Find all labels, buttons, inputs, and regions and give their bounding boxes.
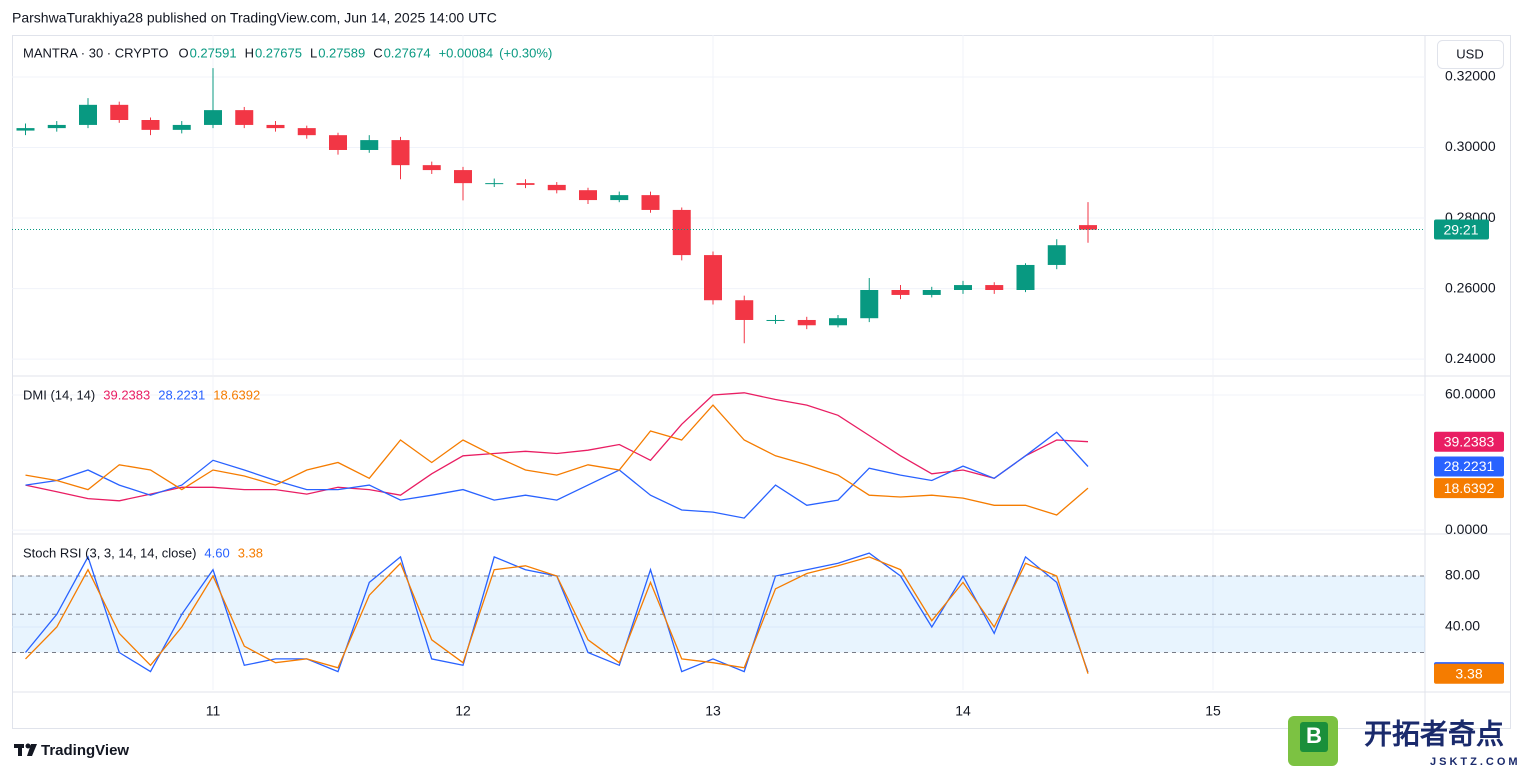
countdown: 29:21 [1443,221,1478,237]
candle-body [172,124,191,130]
indicator-title: DMI (14, 14) [23,387,95,402]
ohlc-value: 0.27591 [190,45,237,60]
value-box-label: 28.2231 [1444,458,1495,474]
value-box [1434,431,1504,452]
candle-body [422,165,441,171]
ohlc-value: 0.27675 [255,45,302,60]
tradingview-logo [14,743,37,756]
candle-body [860,290,879,319]
candle-body [891,290,910,295]
candle-body [1079,225,1097,230]
currency[interactable]: USD [1456,46,1483,61]
x-tick-label: 11 [206,703,221,719]
change-pct: (+0.30%) [499,45,552,60]
change: +0.00084 [439,45,494,60]
candle-body [47,124,66,129]
value-box [1434,478,1504,499]
candle-body [922,290,941,295]
candle-body [204,110,222,125]
value-box-label: 18.6392 [1444,480,1495,496]
currency-button[interactable] [1437,40,1504,69]
ohlc-label: L [310,45,317,60]
candle-body [704,255,722,301]
y-tick-label: 60.0000 [1445,386,1496,402]
candle-body [954,285,972,290]
indicator-line [25,392,1089,502]
symbol: MANTRA · 30 · CRYPTO [23,45,168,60]
candle-body [516,183,535,185]
candle-body [485,183,504,185]
candle-body [547,184,566,191]
y-tick-label: 40.00 [1445,618,1480,634]
ohlc-value: 0.27589 [318,45,365,60]
candle-body [579,190,597,201]
candle-body [641,195,660,210]
chart-frame [12,35,1511,729]
logo-shape [25,743,31,749]
x-tick-label: 15 [1205,703,1221,719]
candle-body [391,140,410,166]
candle-body [1047,245,1066,265]
watermark-title: 开拓者奇点 [1364,718,1504,749]
value-box-label: 3.38 [1455,665,1482,681]
ohlc-value: 0.27674 [384,45,431,60]
candle-body [1016,264,1035,290]
candle-body [266,124,285,129]
watermark-icon-letter: B [1306,723,1322,748]
candle-body [297,128,316,136]
legend-value: 28.2231 [158,387,205,402]
legend-value: 18.6392 [213,387,260,402]
legend-value: 39.2383 [103,387,150,402]
indicator-line [25,404,1089,516]
legend-value: 4.60 [204,545,229,560]
candle-body [79,104,97,125]
y-tick-label: 0.30000 [1445,138,1496,154]
countdown-box [1434,219,1489,240]
y-tick-label: 0.32000 [1445,68,1496,84]
candle-body [610,195,629,201]
candle-body [235,110,254,125]
plot-layer [12,35,1425,690]
ohlc-label: H [245,45,254,60]
candle-body [329,135,347,150]
candle-body [16,128,35,131]
candle-body [110,104,129,120]
value-box [1434,663,1504,684]
attribution: ParshwaTurakhiya28 published on TradingV… [12,10,497,26]
candle-body [797,319,816,326]
x-tick-label: 14 [955,703,971,719]
watermark-icon-inner [1300,722,1328,752]
candle-body [360,140,379,150]
logo-shape [27,744,37,756]
candle-body [829,318,847,326]
x-tick-label: 13 [705,703,721,719]
ohlc-label: O [178,45,188,60]
legend-value: 3.38 [238,545,263,560]
candle-body [766,319,785,321]
candle-body [672,209,691,256]
candle-body [454,170,472,184]
y-tick-label: 0.0000 [1445,521,1488,537]
indicator-line [25,556,1089,674]
indicator-line [25,431,1089,519]
indicator-title: Stoch RSI (3, 3, 14, 14, close) [23,545,196,560]
y-tick-label: 0.26000 [1445,279,1496,295]
x-tick-label: 12 [455,703,471,719]
value-box-label: 39.2383 [1444,433,1495,449]
ohlc-label: C [373,45,382,60]
logo-shape [18,744,22,756]
candle-body [985,285,1004,290]
y-tick-label: 80.00 [1445,567,1480,583]
y-tick-label: 0.24000 [1445,350,1496,366]
watermark: B 开拓者奇点 JSKTZ.COM [1288,716,1521,768]
value-box [1434,456,1504,477]
candle-body [141,120,160,130]
brand: TradingView [41,742,129,759]
watermark-url: JSKTZ.COM [1430,756,1521,768]
candle-body [735,300,754,320]
